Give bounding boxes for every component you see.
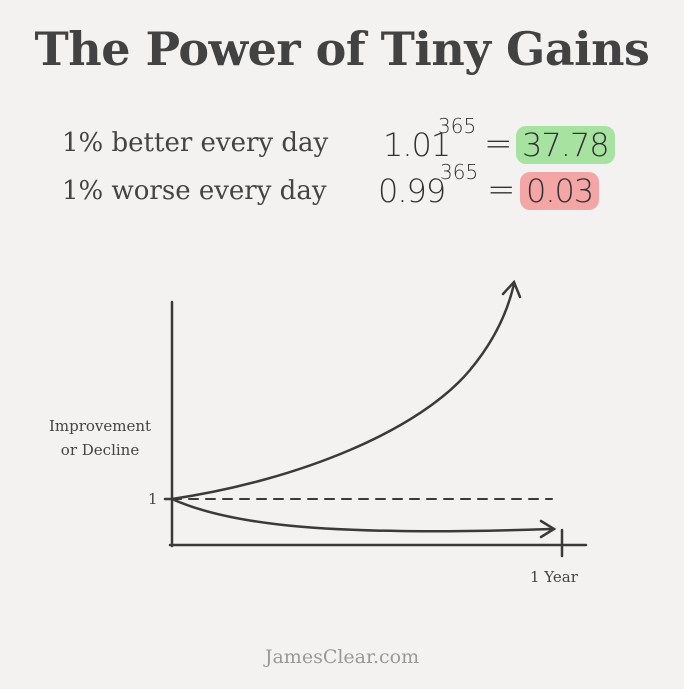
- better-label: 1% better every day: [62, 128, 329, 158]
- worse-base: 0.99: [378, 172, 446, 210]
- x-tick-label: 1 Year: [530, 568, 578, 586]
- footer-credit: JamesClear.com: [264, 646, 420, 668]
- decline-curve-down: [170, 497, 555, 533]
- page-title: The Power of Tiny Gains: [34, 22, 650, 76]
- decline-arrowhead: [539, 519, 557, 539]
- better-base: 1.01: [383, 126, 451, 164]
- y-axis-label: Improvement or Decline: [38, 414, 162, 462]
- improvement-arrowhead: [501, 279, 522, 299]
- better-result: 37.78: [516, 126, 615, 164]
- better-exponent: 365: [438, 114, 477, 138]
- better-equals: =: [484, 124, 513, 164]
- improvement-curve-up: [170, 282, 516, 501]
- y-axis-label-line1: Improvement: [48, 417, 152, 435]
- worse-equals: =: [487, 170, 516, 210]
- worse-label: 1% worse every day: [62, 176, 327, 206]
- worse-exponent: 365: [440, 160, 479, 184]
- worse-result: 0.03: [520, 172, 600, 210]
- y-tick-label: 1: [148, 490, 158, 508]
- y-axis-label-line2: or Decline: [60, 441, 140, 459]
